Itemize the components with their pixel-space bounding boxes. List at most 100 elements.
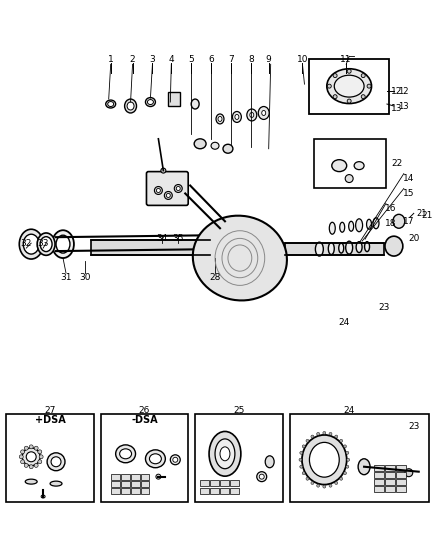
Ellipse shape xyxy=(145,98,155,107)
Circle shape xyxy=(29,445,33,449)
Circle shape xyxy=(345,451,348,454)
Bar xyxy=(120,474,129,480)
Ellipse shape xyxy=(384,236,402,256)
Text: 3: 3 xyxy=(149,55,155,64)
Ellipse shape xyxy=(127,102,134,110)
Ellipse shape xyxy=(41,495,45,498)
Ellipse shape xyxy=(115,445,135,463)
Bar xyxy=(91,240,209,255)
Ellipse shape xyxy=(333,75,363,97)
Bar xyxy=(110,481,120,487)
Circle shape xyxy=(298,458,301,461)
Ellipse shape xyxy=(120,449,131,459)
Text: 35: 35 xyxy=(172,233,184,243)
Bar xyxy=(314,139,385,189)
Ellipse shape xyxy=(357,459,369,475)
Circle shape xyxy=(339,477,342,480)
Ellipse shape xyxy=(164,191,172,199)
Ellipse shape xyxy=(149,454,161,464)
Circle shape xyxy=(305,477,308,480)
Bar xyxy=(200,488,208,494)
Bar xyxy=(140,488,149,494)
Circle shape xyxy=(334,435,337,438)
Bar xyxy=(384,486,394,491)
Bar xyxy=(219,480,229,486)
Ellipse shape xyxy=(338,243,343,253)
Ellipse shape xyxy=(56,235,70,253)
Ellipse shape xyxy=(256,472,266,482)
Ellipse shape xyxy=(173,457,177,462)
Circle shape xyxy=(301,445,304,448)
Ellipse shape xyxy=(176,187,180,190)
Ellipse shape xyxy=(166,193,170,197)
Bar xyxy=(384,472,394,478)
Circle shape xyxy=(310,435,313,438)
Circle shape xyxy=(21,450,25,454)
Text: 23: 23 xyxy=(407,423,418,432)
Circle shape xyxy=(339,439,342,442)
Ellipse shape xyxy=(215,114,223,124)
Ellipse shape xyxy=(309,442,339,477)
Ellipse shape xyxy=(344,175,352,182)
Text: 26: 26 xyxy=(138,406,150,415)
Text: 9: 9 xyxy=(265,55,271,64)
Circle shape xyxy=(322,485,325,488)
Ellipse shape xyxy=(404,469,412,477)
Ellipse shape xyxy=(261,110,265,116)
Text: 17: 17 xyxy=(402,217,413,226)
Circle shape xyxy=(301,472,304,475)
Ellipse shape xyxy=(234,115,238,119)
Ellipse shape xyxy=(392,214,404,228)
Bar xyxy=(230,488,238,494)
Text: 12: 12 xyxy=(398,87,408,95)
Ellipse shape xyxy=(258,107,268,119)
Ellipse shape xyxy=(249,112,253,117)
Ellipse shape xyxy=(328,243,333,255)
Bar xyxy=(130,474,139,480)
Ellipse shape xyxy=(366,219,371,229)
Bar xyxy=(395,486,405,491)
Text: 31: 31 xyxy=(60,273,71,282)
Circle shape xyxy=(332,95,336,99)
Circle shape xyxy=(24,446,28,450)
Ellipse shape xyxy=(215,439,234,469)
Text: 13: 13 xyxy=(390,103,402,112)
Circle shape xyxy=(316,484,319,487)
Bar xyxy=(209,480,219,486)
Circle shape xyxy=(366,84,370,88)
Ellipse shape xyxy=(194,139,205,149)
Ellipse shape xyxy=(218,116,222,122)
Bar xyxy=(289,414,427,502)
Text: +DSA: +DSA xyxy=(35,415,65,425)
Circle shape xyxy=(328,432,331,435)
Ellipse shape xyxy=(124,99,136,113)
Ellipse shape xyxy=(345,241,352,254)
Bar xyxy=(219,488,229,494)
Ellipse shape xyxy=(106,100,115,108)
Text: 23: 23 xyxy=(378,303,389,312)
Ellipse shape xyxy=(372,218,378,229)
Circle shape xyxy=(328,484,331,487)
Text: 4: 4 xyxy=(168,55,174,64)
Circle shape xyxy=(360,74,364,78)
Ellipse shape xyxy=(23,234,39,254)
Circle shape xyxy=(38,450,42,454)
Ellipse shape xyxy=(192,216,286,301)
Circle shape xyxy=(343,472,346,475)
Bar xyxy=(195,414,282,502)
Ellipse shape xyxy=(170,455,180,465)
Bar xyxy=(130,481,139,487)
Circle shape xyxy=(38,460,42,464)
Text: 24: 24 xyxy=(338,318,349,327)
Ellipse shape xyxy=(223,144,233,153)
Bar xyxy=(384,465,394,471)
Circle shape xyxy=(316,432,319,435)
Ellipse shape xyxy=(355,219,362,232)
Ellipse shape xyxy=(331,160,346,172)
Bar xyxy=(309,59,388,114)
Ellipse shape xyxy=(174,184,182,192)
Ellipse shape xyxy=(51,457,61,467)
Ellipse shape xyxy=(259,474,264,479)
Bar xyxy=(373,472,383,478)
Bar xyxy=(373,486,383,491)
